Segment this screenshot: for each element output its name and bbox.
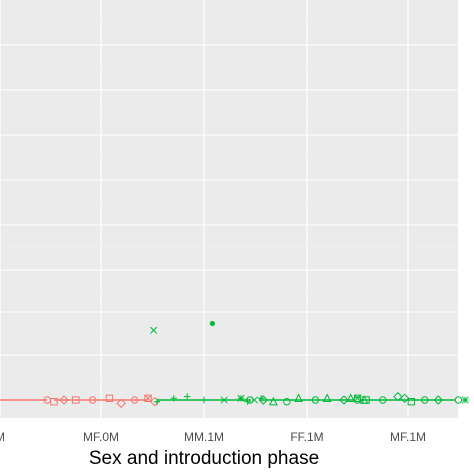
data-point [50,398,58,406]
data-point [311,396,320,404]
plot-panel [0,0,458,418]
data-point [116,398,126,409]
data-point [153,398,161,405]
x-tick-label: MF.1M [390,430,426,444]
data-point [150,326,158,334]
data-point [421,396,429,404]
data-point [209,320,215,327]
data-point [184,393,191,400]
data-point [362,396,370,404]
data-point [433,395,443,405]
group-mm-1m [150,320,265,405]
data-point [220,396,228,404]
data-point [353,394,362,402]
data-point [322,393,332,402]
x-tick-labels: M MF.0M MM.1M FF.1M MF.1M [0,430,426,444]
group-mf-1m [353,391,469,406]
data-point [59,395,69,405]
data-point [461,396,469,404]
data-point [88,396,97,404]
x-tick-label: M [0,430,5,444]
grid-lines [0,0,458,418]
data-point [170,395,177,402]
data-point [379,396,387,404]
data-point [407,398,416,406]
data-point [294,393,304,402]
x-tick-label: MM.1M [184,430,224,444]
group-m [0,399,48,401]
data-point [246,396,254,404]
data-point [283,398,291,406]
data-point [105,394,114,403]
data-point [268,396,278,406]
group-ff-1m [246,393,369,406]
data-point [72,396,80,404]
data-point [346,393,356,402]
data-point [258,395,269,405]
x-axis-title: Sex and introduction phase [89,448,319,469]
x-tick-label: FF.1M [290,430,323,444]
data-point [130,396,139,404]
data-marks [0,320,469,409]
data-point [237,394,245,402]
data-point [454,396,463,404]
group-mf-0m [43,394,160,409]
data-point [399,393,410,404]
data-point [393,391,403,402]
data-point [339,395,349,405]
data-point [200,396,208,404]
x-tick-label: MF.0M [83,430,119,444]
data-point [244,398,251,405]
